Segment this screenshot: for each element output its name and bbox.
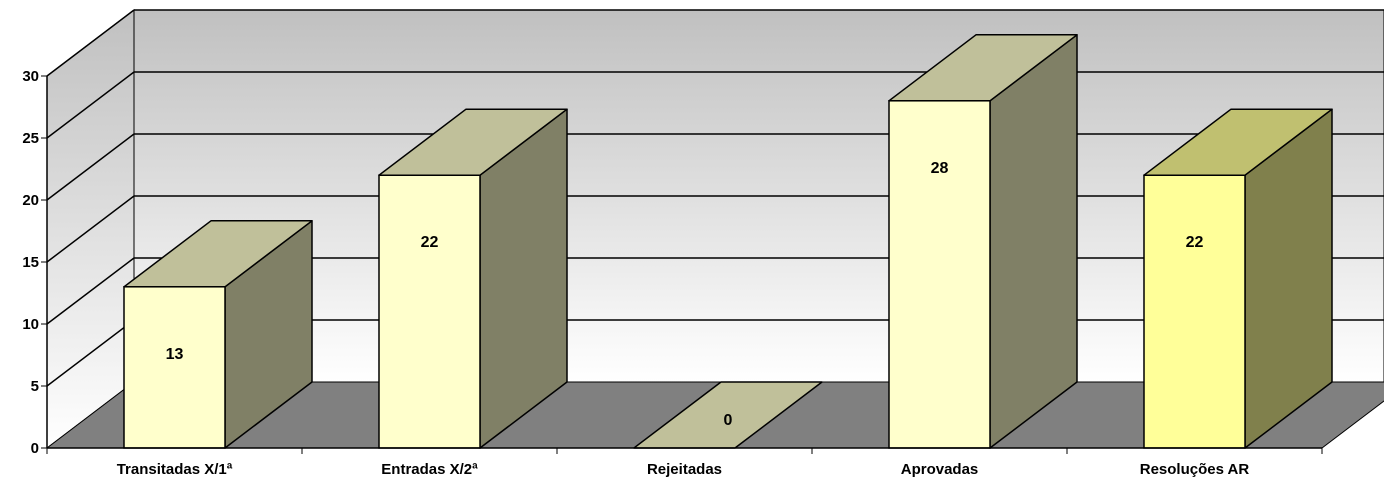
axes (41, 75, 1323, 454)
gridline-side (46, 133, 135, 201)
bar (1143, 108, 1333, 449)
data-label: 22 (1186, 234, 1204, 251)
y-tick-label: 25 (22, 130, 39, 147)
category-label: Transitadas X/1ª (117, 461, 233, 478)
data-label: 22 (421, 234, 439, 251)
bar (378, 108, 568, 449)
bar-top (378, 108, 568, 176)
y-tick-label: 30 (22, 68, 39, 85)
gridline-side (46, 9, 135, 77)
bar (123, 220, 313, 449)
category-label: Rejeitadas (647, 461, 722, 478)
bar-front (123, 286, 226, 449)
bar-front (1143, 174, 1246, 449)
bar-top (888, 34, 1078, 102)
data-label: 0 (724, 412, 733, 429)
data-label: 28 (931, 160, 949, 177)
category-label: Entradas X/2ª (381, 461, 478, 478)
gridline-side (46, 257, 135, 325)
bar-front (378, 174, 481, 449)
gridline-side (46, 71, 135, 139)
bar-side (989, 34, 1078, 449)
y-tick-label: 5 (31, 378, 39, 395)
y-tick-label: 10 (22, 316, 39, 333)
y-tick-label: 20 (22, 192, 39, 209)
data-label: 13 (166, 346, 184, 363)
category-label: Aprovadas (901, 461, 979, 478)
bar-front (888, 100, 991, 449)
bar (888, 34, 1078, 449)
gridline-side (46, 195, 135, 263)
bar-top (123, 220, 313, 288)
labels: 0 5 10 15 20 25 30 13 Transitadas X/1ª 22 Entradas… (22, 68, 1249, 478)
bars (123, 34, 1333, 449)
y-tick-label: 0 (31, 440, 39, 457)
bar-top (1143, 108, 1333, 176)
gridline-side (46, 319, 135, 387)
category-label: Resoluções AR (1140, 461, 1250, 478)
y-tick-label: 15 (22, 254, 39, 271)
